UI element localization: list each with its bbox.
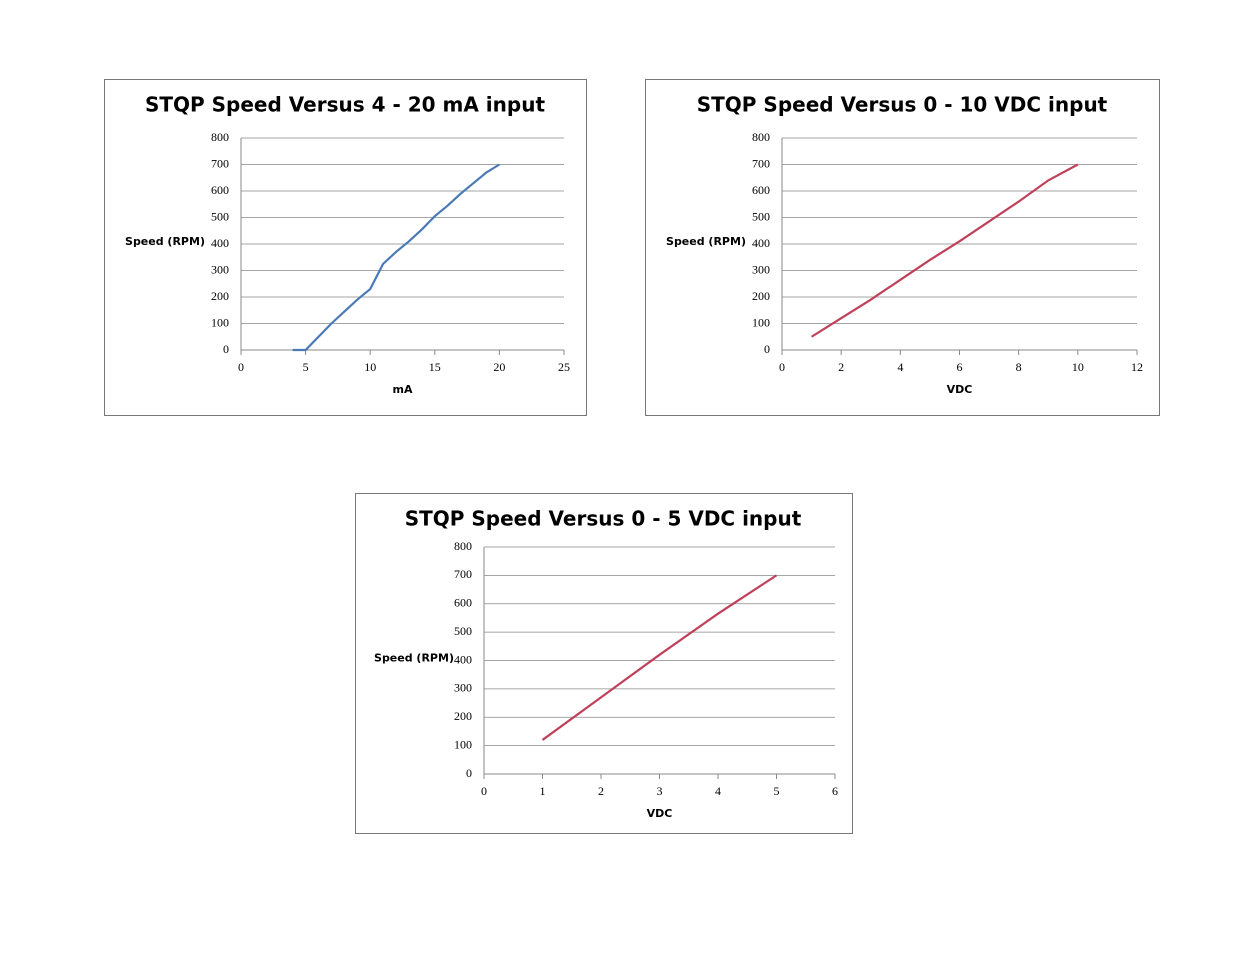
y-tick-label: 400 [454,652,472,666]
y-tick-label: 700 [211,156,229,170]
y-tick-label: 700 [454,567,472,581]
y-tick-label: 300 [211,262,229,276]
chart: STQP Speed Versus 4 - 20 mA input0100200… [104,79,587,416]
x-tick-label: 3 [657,784,663,798]
x-tick-label: 1 [540,784,546,798]
y-tick-label: 300 [454,681,472,695]
x-tick-label: 6 [957,360,963,374]
x-tick-label: 2 [838,360,844,374]
chart-frame [355,493,853,834]
y-tick-label: 100 [211,315,229,329]
y-tick-label: 800 [454,539,472,553]
chart-frame [645,79,1160,416]
x-axis-label: VDC [947,383,973,396]
x-tick-label: 5 [303,360,309,374]
chart: STQP Speed Versus 0 - 10 VDC input010020… [645,79,1160,416]
y-tick-label: 500 [454,624,472,638]
y-tick-label: 600 [211,183,229,197]
chart-frame [104,79,587,416]
x-tick-label: 6 [832,784,838,798]
y-tick-label: 0 [223,342,229,356]
y-axis-label: Speed (RPM) [666,235,746,248]
x-tick-label: 0 [238,360,244,374]
y-tick-label: 600 [752,183,770,197]
x-tick-label: 15 [429,360,441,374]
y-axis-label: Speed (RPM) [125,235,205,248]
x-tick-label: 2 [598,784,604,798]
x-tick-label: 25 [558,360,570,374]
y-tick-label: 500 [211,209,229,223]
y-tick-label: 0 [466,766,472,780]
data-line [541,574,778,741]
y-tick-label: 200 [752,289,770,303]
y-tick-label: 0 [764,342,770,356]
x-tick-label: 10 [1072,360,1084,374]
y-tick-label: 700 [752,156,770,170]
x-tick-label: 0 [481,784,487,798]
chart: STQP Speed Versus 0 - 5 VDC input 0 100 200… [355,493,853,834]
y-tick-label: 200 [454,709,472,723]
x-tick-label: 4 [715,784,721,798]
x-tick-label: 10 [364,360,376,374]
x-tick-label: 8 [1016,360,1022,374]
y-tick-label: 300 [752,262,770,276]
y-tick-label: 200 [211,289,229,303]
data-line [810,163,1079,338]
x-tick-label: 4 [897,360,903,374]
chart-title: STQP Speed Versus 0 - 10 VDC input [697,93,1108,117]
x-tick-label: 20 [493,360,505,374]
y-tick-label: 400 [211,236,229,250]
x-tick-label: 5 [774,784,780,798]
x-axis-label: mA [393,383,413,396]
x-axis-label: VDC [647,807,673,820]
data-line [292,163,500,352]
y-tick-label: 600 [454,596,472,610]
y-tick-label: 800 [211,130,229,144]
chart-title: STQP Speed Versus 0 - 5 VDC input [405,507,802,531]
y-tick-label: 100 [752,315,770,329]
chart-title: STQP Speed Versus 4 - 20 mA input [145,93,545,117]
y-tick-label: 800 [752,130,770,144]
y-tick-label: 400 [752,236,770,250]
y-tick-label: 500 [752,209,770,223]
y-tick-label: 100 [454,737,472,751]
x-tick-label: 12 [1131,360,1143,374]
x-tick-label: 0 [779,360,785,374]
y-axis-label: Speed (RPM) [374,652,454,665]
